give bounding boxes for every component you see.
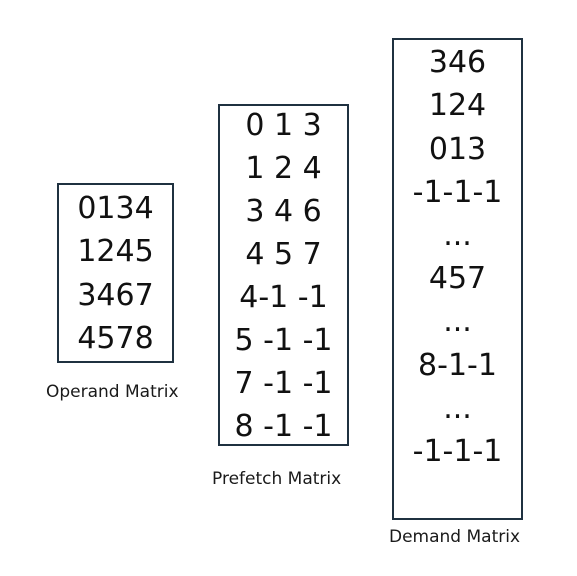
operand-matrix-box: 0134 1245 3467 4578: [57, 183, 174, 363]
demand-ellipsis: ...: [443, 218, 472, 253]
operand-row: 3467: [77, 278, 154, 313]
prefetch-row: 7 -1 -1: [234, 366, 333, 401]
prefetch-row: 1 2 4: [245, 151, 322, 186]
operand-matrix-caption: Operand Matrix: [46, 382, 179, 402]
demand-ellipsis: ...: [443, 391, 472, 426]
demand-row: -1-1-1: [412, 434, 503, 469]
prefetch-row: 4 5 7: [245, 237, 322, 272]
demand-matrix-box: 346 124 013 -1-1-1 ... 457 ... 8-1-1 ...…: [392, 38, 523, 520]
demand-row: 8-1-1: [418, 348, 497, 383]
demand-row: -1-1-1: [412, 175, 503, 210]
prefetch-row: 8 -1 -1: [234, 409, 333, 444]
demand-row: 346: [428, 45, 487, 80]
prefetch-row: 3 4 6: [245, 194, 322, 229]
operand-row: 1245: [77, 234, 154, 269]
demand-row: 457: [428, 261, 487, 296]
prefetch-row: 0 1 3: [245, 108, 322, 143]
prefetch-matrix-box: 0 1 3 1 2 4 3 4 6 4 5 7 4-1 -1 5 -1 -1 7…: [218, 104, 349, 446]
prefetch-row: 4-1 -1: [239, 280, 328, 315]
demand-row: 124: [428, 88, 487, 123]
prefetch-row: 5 -1 -1: [234, 323, 333, 358]
demand-ellipsis: ...: [443, 304, 472, 339]
demand-row: 013: [428, 132, 487, 167]
operand-row: 0134: [77, 191, 154, 226]
demand-matrix-caption: Demand Matrix: [389, 527, 521, 547]
prefetch-matrix-caption: Prefetch Matrix: [212, 469, 342, 489]
operand-row: 4578: [77, 321, 154, 356]
